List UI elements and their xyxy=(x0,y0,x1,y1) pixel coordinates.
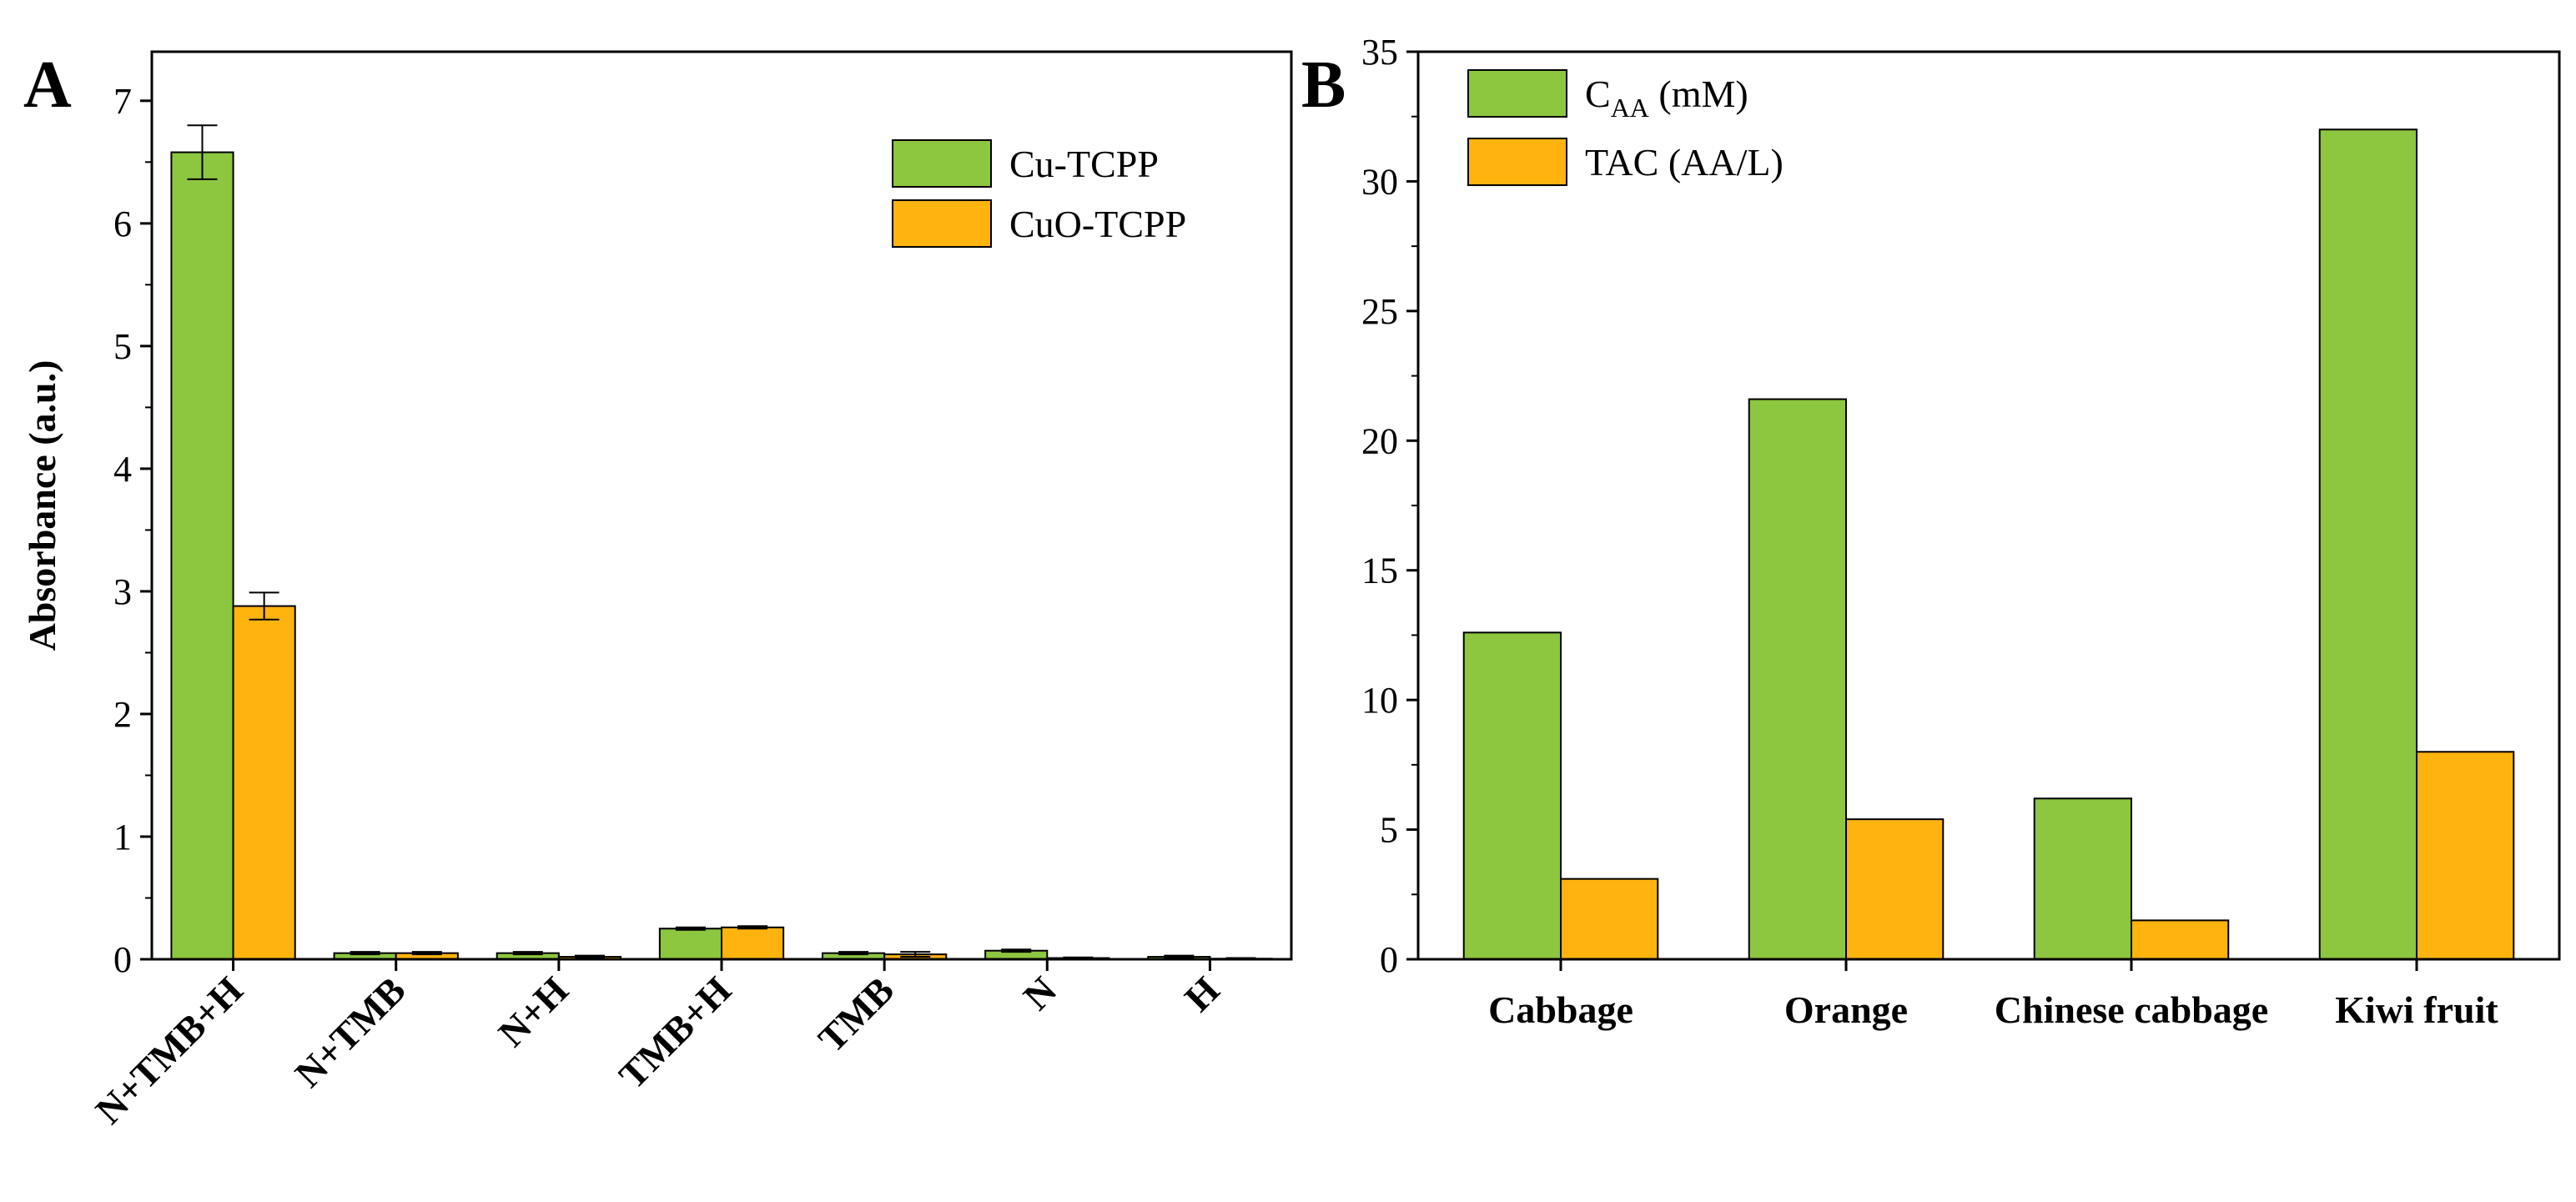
bar-b-s1-c2 xyxy=(2131,919,2230,961)
x-tick-label-b-0: Cabbage xyxy=(1488,988,1633,1031)
bar-b-s1-c3 xyxy=(2416,751,2515,960)
y-tick-label-a-3: 3 xyxy=(113,571,132,612)
x-tick-label-a-2: N+H xyxy=(491,968,577,1055)
bar-b-s0-c2 xyxy=(2033,797,2132,960)
x-tick-label-a-0: N+TMB+H xyxy=(88,968,251,1132)
x-tick-label-a-1: N+TMB xyxy=(287,968,414,1095)
y-tick-label-a-4: 4 xyxy=(113,449,132,490)
chart-a: N+TMB+H N+TMB N+H TMB+H TMB N H 0 1 2 3 4 5 6 7 Absorba… xyxy=(21,48,1293,1132)
legend-label-a-0: Cu-TCPP xyxy=(1009,143,1159,185)
y-tick-label-b-3: 15 xyxy=(1361,551,1398,591)
y-tick-label-b-1: 5 xyxy=(1380,810,1398,851)
y-tick-label-a-1: 1 xyxy=(113,817,132,857)
bar-b-s0-c1 xyxy=(1748,398,1847,960)
bar-b-s1-c1 xyxy=(1845,818,1945,960)
x-tick-label-b-2: Chinese cabbage xyxy=(1995,988,2268,1031)
legend-label-b-0: CAA (mM) xyxy=(1585,73,1748,123)
y-tick-label-b-6: 30 xyxy=(1361,161,1398,202)
chart-b: Cabbage Orange Chinese cabbage Kiwi fruit 0 5… xyxy=(1301,32,2561,1031)
legend-swatch-b-0 xyxy=(1467,69,1567,118)
bar-a-s0-c3 xyxy=(658,928,722,961)
x-tick-label-b-1: Orange xyxy=(1784,988,1908,1031)
x-tick-label-a-5: N xyxy=(1015,968,1065,1018)
bar-b-s0-c3 xyxy=(2318,128,2418,960)
panel-label-a: A xyxy=(23,48,72,122)
y-tick-label-b-0: 0 xyxy=(1380,939,1398,980)
legend-label-a-1: CuO-TCPP xyxy=(1009,203,1186,245)
y-tick-label-b-7: 35 xyxy=(1361,32,1398,73)
bar-a-s1-c0 xyxy=(232,605,296,960)
legend-label-b-1: TAC (AA/L) xyxy=(1585,141,1784,184)
bar-a-s1-c3 xyxy=(721,926,785,960)
y-tick-label-a-6: 6 xyxy=(113,204,132,244)
legend-swatch-a-0 xyxy=(892,139,992,188)
y-tick-label-a-7: 7 xyxy=(113,81,132,122)
y-axis-label-a: Absorbance (a.u.) xyxy=(21,360,63,651)
bar-b-s0-c0 xyxy=(1462,631,1562,960)
bar-b-s1-c0 xyxy=(1560,878,1659,960)
y-tick-label-b-5: 25 xyxy=(1361,291,1398,332)
x-tick-label-b-3: Kiwi fruit xyxy=(2335,988,2498,1031)
y-tick-label-a-0: 0 xyxy=(113,939,132,980)
bar-a-s0-c0 xyxy=(170,151,234,961)
y-tick-label-a-5: 5 xyxy=(113,326,132,367)
x-tick-label-a-4: TMB xyxy=(810,968,902,1060)
y-tick-label-b-4: 20 xyxy=(1361,420,1398,461)
x-tick-label-a-3: TMB+H xyxy=(611,968,739,1097)
panel-label-b: B xyxy=(1301,48,1346,122)
x-tick-label-a-6: H xyxy=(1176,968,1228,1020)
legend-swatch-a-1 xyxy=(892,199,992,248)
plot-frame-a xyxy=(150,50,1293,961)
legend-swatch-b-1 xyxy=(1467,138,1567,186)
y-tick-label-a-2: 2 xyxy=(113,694,132,735)
y-tick-label-b-2: 10 xyxy=(1361,680,1398,721)
